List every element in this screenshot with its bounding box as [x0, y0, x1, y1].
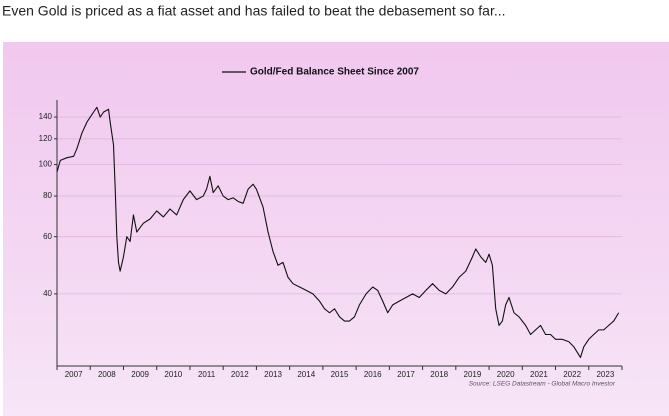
x-tick-label: 2020: [497, 370, 515, 379]
y-tick-label: 40: [43, 289, 52, 298]
legend-label: Gold/Fed Balance Sheet Since 2007: [250, 67, 419, 78]
x-tick-label: 2007: [65, 370, 83, 379]
x-tick-label: 2012: [231, 370, 249, 379]
y-tick-label: 60: [43, 232, 52, 241]
line-series: [56, 106, 620, 358]
y-tick-label: 100: [39, 160, 53, 169]
x-tick-label: 2016: [364, 370, 382, 379]
y-tick-label: 120: [39, 134, 53, 143]
chart-panel: [3, 42, 669, 416]
x-tick-label: 2021: [530, 370, 548, 379]
x-tick-label: 2022: [563, 370, 581, 379]
x-tick-label: 2013: [264, 370, 282, 379]
x-tick-label: 2014: [297, 370, 315, 379]
x-tick-label: 2010: [164, 370, 182, 379]
x-tick-label: 2015: [331, 370, 349, 379]
x-tick-label: 2008: [98, 370, 116, 379]
y-tick-label: 80: [43, 191, 52, 200]
y-tick-label: 140: [39, 112, 53, 121]
x-tick-label: 2017: [397, 370, 415, 379]
x-tick-label: 2018: [430, 370, 448, 379]
x-tick-label: 2009: [131, 370, 149, 379]
x-tick-label: 2019: [464, 370, 482, 379]
page-title: Even Gold is priced as a fiat asset and …: [2, 3, 506, 19]
x-tick-label: 2023: [596, 370, 614, 379]
x-tick-label: 2011: [198, 370, 216, 379]
source-note: Source: LSEG Datastream - Global Macro I…: [469, 381, 616, 388]
